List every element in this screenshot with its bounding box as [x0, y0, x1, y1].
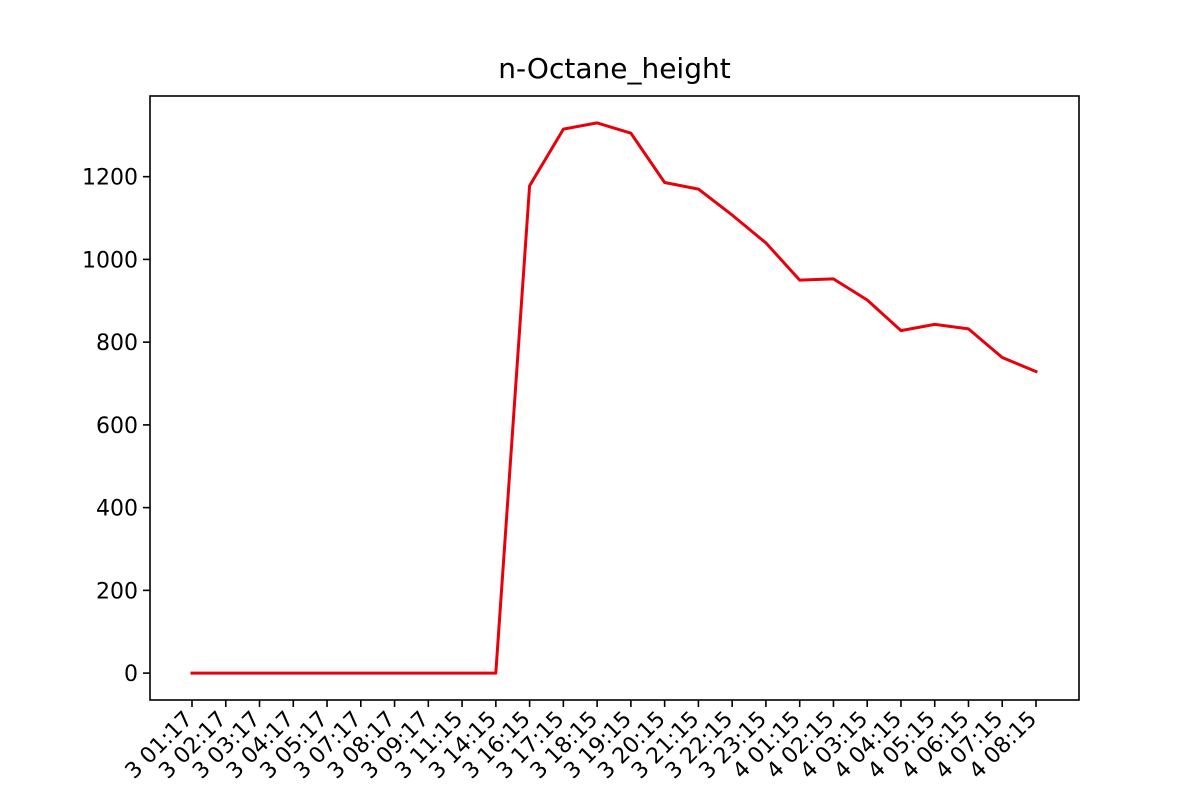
- y-axis: 0 200 400 600 800 1000 1200: [82, 166, 150, 687]
- series-layer: [190, 121, 1038, 675]
- y-tick-label: 600: [96, 414, 138, 439]
- y-tick-label: 1200: [82, 166, 138, 191]
- chart-title: n-Octane_height: [498, 52, 730, 85]
- x-axis: 3 01:173 02:173 03:173 04:173 05:173 07:…: [121, 700, 1042, 784]
- y-tick-label: 0: [124, 662, 138, 687]
- plot-frame: [149, 95, 1080, 701]
- series-line: [190, 121, 1038, 675]
- y-tick-label: 400: [96, 497, 138, 522]
- y-tick-label: 200: [96, 579, 138, 604]
- y-tick-label: 1000: [82, 248, 138, 273]
- y-tick-label: 800: [96, 331, 138, 356]
